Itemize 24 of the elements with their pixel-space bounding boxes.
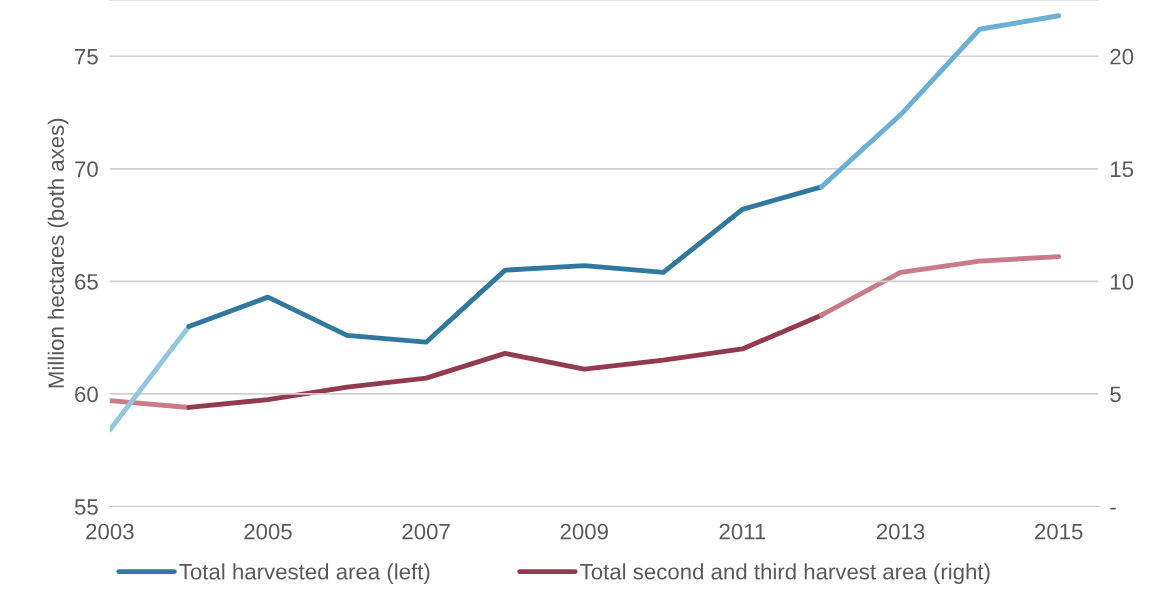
legend-label: Total second and third harvest area (right)	[580, 563, 990, 584]
x-tick-label: 2015	[1035, 523, 1083, 540]
x-tick-label: 2005	[244, 523, 292, 540]
legend-label: Total harvested area (left)	[179, 563, 430, 584]
y2-tick-label: 10	[1111, 273, 1134, 290]
x-tick-label: 2007	[402, 523, 450, 540]
x-tick-label: 2013	[876, 523, 925, 540]
line-series	[819, 254, 1062, 318]
y-axis-title: Million hectares (both axes)	[47, 118, 69, 388]
x-tick-label: 2003	[86, 523, 134, 540]
line-series	[819, 13, 1062, 190]
y2-tick-label: 5	[1110, 386, 1121, 403]
y-tick-label: 65	[75, 273, 98, 290]
y2-tick-label: -	[1110, 507, 1116, 510]
line-series	[186, 184, 824, 345]
y-tick-label: 70	[75, 161, 98, 178]
y2-tick-label: 20	[1110, 48, 1134, 65]
y2-tick-label: 15	[1111, 161, 1134, 178]
y-tick-label: 75	[75, 49, 98, 65]
y-tick-label: 55	[74, 499, 98, 515]
x-tick-label: 2009	[560, 523, 608, 540]
y-tick-label: 60	[75, 386, 98, 403]
x-tick-label: 2011	[719, 523, 766, 540]
line-series	[186, 312, 824, 410]
